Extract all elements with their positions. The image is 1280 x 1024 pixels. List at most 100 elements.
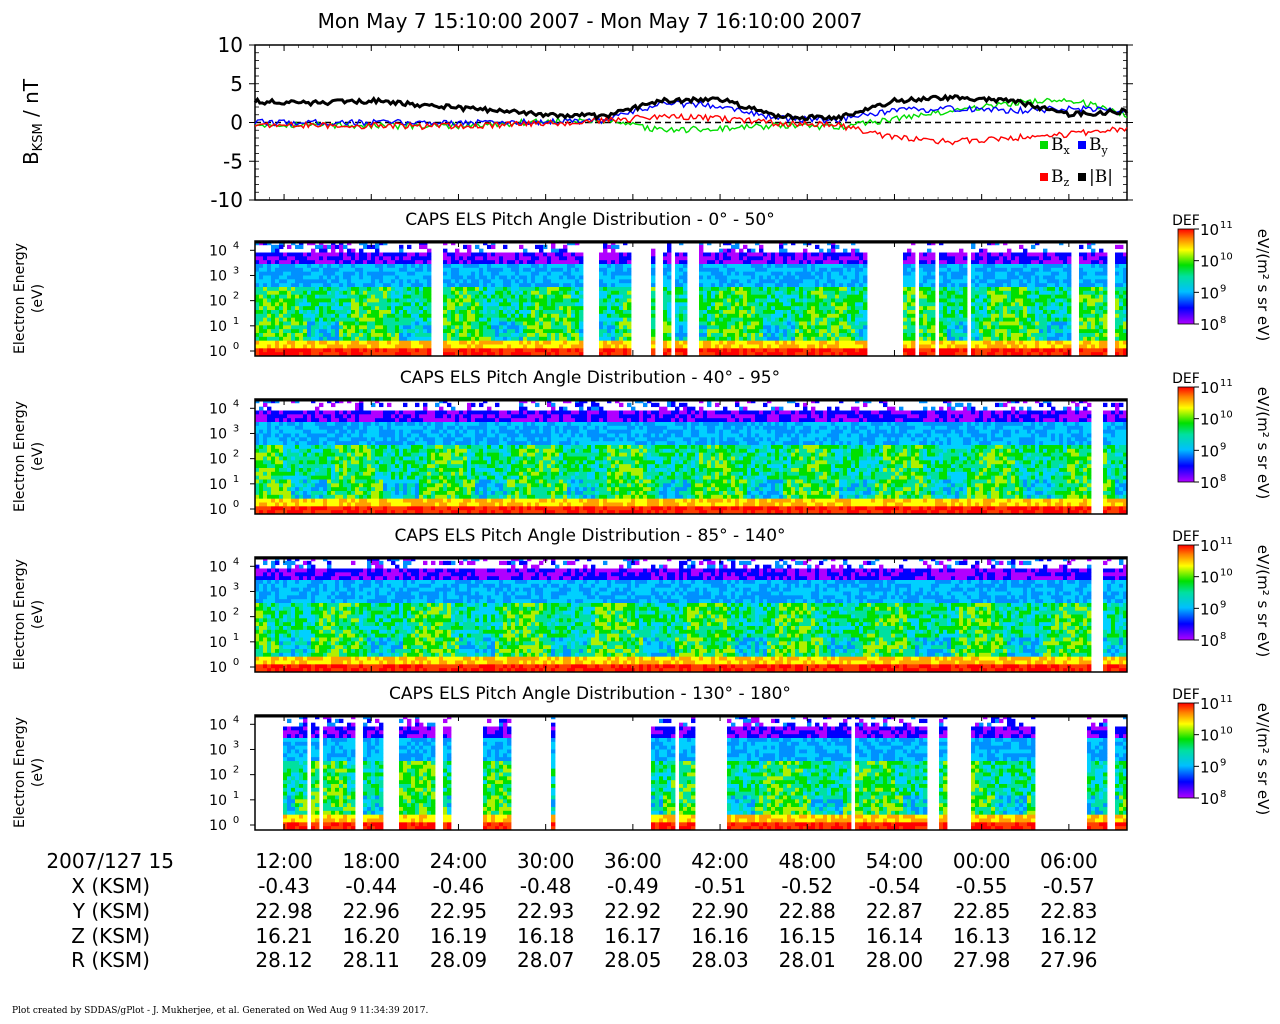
heat-cell [731,306,736,311]
heat-cell [991,298,996,303]
heat-cell [295,244,300,250]
main-title: Mon May 7 15:10:00 2007 - Mon May 7 16:1… [318,9,863,33]
heat-cell [483,344,488,349]
heat-cell [979,306,984,311]
heat-cell [1039,340,1044,345]
heat-cell [719,264,724,269]
heat-cell [955,352,960,357]
heat-cell [291,252,296,257]
heat-cell [479,283,484,288]
heat-cell [415,264,420,269]
heat-cell [719,275,724,280]
heat-cell [927,256,932,261]
heat-cell [715,325,720,330]
heat-cell [919,275,924,280]
heat-cell [495,348,500,353]
heat-cell [739,313,744,319]
heat-cell [791,317,796,322]
heat-cell [759,252,764,257]
heat-cell [1019,287,1024,292]
heat-cell [763,352,768,357]
heat-cell [419,340,424,345]
heat-cell [819,290,824,296]
heat-cell [491,279,496,284]
heat-cell [707,267,712,273]
heat-cell [499,252,504,257]
heat-cell [735,260,740,265]
heat-cell [815,256,820,261]
heat-cell [907,306,912,311]
heat-cell [1051,290,1056,296]
heat-cell [279,329,284,334]
heat-cell [523,321,528,326]
heat-cell [1011,340,1016,345]
heat-cell [447,313,452,319]
heat-cell [415,348,420,353]
heat-cell [499,317,504,322]
heat-cell [511,275,516,280]
heat-cell [911,310,916,315]
heat-cell [651,302,656,307]
heat-cell [931,290,936,296]
heat-cell [1035,340,1040,345]
heat-cell [407,244,412,250]
heat-cell [1047,264,1052,269]
heat-cell [335,325,340,330]
heat-cell [379,279,384,284]
heat-cell [747,336,752,342]
heat-cell [919,298,924,303]
heat-cell [275,271,280,276]
heat-cell [535,321,540,326]
heat-cell [963,271,968,276]
heat-cell [315,313,320,319]
heat-cell [783,287,788,292]
heat-cell [979,271,984,276]
heat-cell [571,313,576,319]
heat-cell [855,267,860,273]
heat-cell [951,344,956,349]
heat-cell [507,306,512,311]
heat-cell [555,290,560,296]
heat-cell [319,310,324,315]
heat-cell [555,348,560,353]
heat-cell [607,267,612,273]
heat-cell [287,264,292,269]
heat-cell [835,279,840,284]
heat-cell [955,329,960,334]
heat-cell [475,256,480,261]
heat-cell [323,329,328,334]
heat-cell [995,252,1000,257]
heat-cell [611,264,616,269]
heat-cell [395,306,400,311]
heat-cell [943,283,948,288]
heat-cell [999,313,1004,319]
heat-cell [795,344,800,349]
heat-cell [919,344,924,349]
mag-ytick-label: -5 [223,149,243,173]
heat-cell [375,298,380,303]
heat-cell [535,333,540,338]
heat-cell [599,256,604,261]
heat-cell [771,321,776,326]
heat-cell [839,313,844,319]
heat-cell [299,264,304,269]
heat-cell [579,290,584,296]
heat-cell [567,267,572,273]
heat-cell [919,252,924,257]
heat-cell [987,271,992,276]
heat-cell [551,271,556,276]
heat-cell [567,264,572,269]
heat-cell [811,306,816,311]
heat-cell [847,271,852,276]
heat-cell [711,313,716,319]
heat-cell [819,340,824,345]
heat-cell [451,344,456,349]
heat-cell [983,321,988,326]
heat-cell [1015,340,1020,345]
heat-cell [467,321,472,326]
heat-cell [487,325,492,330]
heat-cell [327,244,332,250]
heat-cell [391,348,396,353]
heat-cell [399,256,404,261]
heat-cell [579,275,584,280]
